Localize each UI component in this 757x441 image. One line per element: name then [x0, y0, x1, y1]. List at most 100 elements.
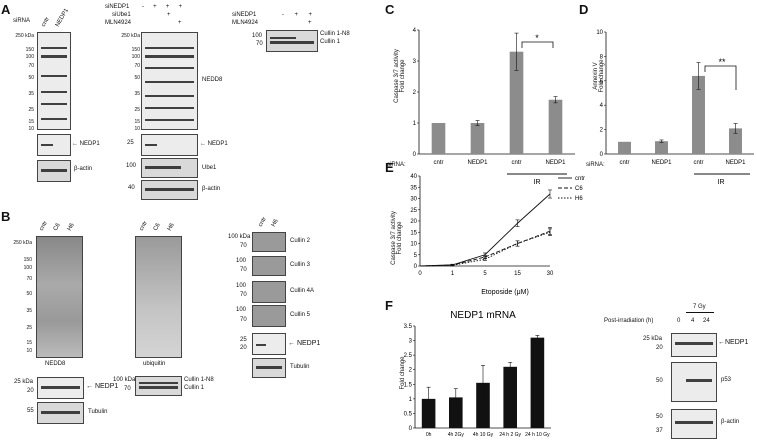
- dose-label: 7 Gy: [693, 304, 706, 310]
- blot-b-cullin1-lower: [135, 376, 182, 396]
- label-actin-a-left: β-actin: [74, 166, 93, 172]
- blot-f-p53: [671, 362, 717, 402]
- y-tick-label: 1.5: [404, 382, 413, 388]
- x-tick-label: NEDP1: [545, 160, 566, 166]
- y-tick-label: 8: [600, 54, 604, 60]
- y-tick-label: 2: [409, 368, 413, 374]
- sig-bracket-d: [704, 65, 737, 90]
- sign-siube1: +: [167, 12, 171, 18]
- sig-star-d: **: [718, 57, 726, 67]
- label-ubiquitin: ubiquitin: [143, 361, 166, 367]
- label-tubulin-b-right: Tubulin: [290, 364, 310, 370]
- row-mln4924: MLN4924: [105, 20, 132, 26]
- blot-b-ubiquitin: [135, 236, 182, 358]
- blot-a-nedd8-left: [37, 32, 71, 130]
- x-tick-label: 4h 10 Gy: [473, 432, 494, 438]
- chart-title-f: NEDP1 mRNA: [450, 310, 516, 321]
- panel-label-e: E: [385, 160, 394, 175]
- blot-b-tubulin-lower: [37, 402, 84, 424]
- y-tick-label: 3.5: [404, 324, 413, 330]
- blot-a-cullin1: [266, 30, 318, 52]
- bar: [503, 366, 517, 428]
- panel-label-d: D: [579, 2, 589, 17]
- y-tick-label: 4: [413, 28, 417, 34]
- signs-sinedp1: - + + +: [142, 4, 182, 10]
- ir-label-c: IR: [534, 179, 541, 186]
- y-tick-label: 0: [409, 426, 413, 432]
- label-cullin3: Cullin 3: [290, 262, 311, 268]
- label-nedd8-a: NEDD8: [202, 77, 223, 83]
- label-cullin1-n8-b: Cullin 1-N8: [184, 377, 214, 383]
- x-tick-label: 30: [547, 271, 554, 277]
- bar: [470, 123, 485, 154]
- panel-label-c: C: [385, 2, 395, 17]
- label-nedp1-a-left: ← NEDP1: [72, 141, 100, 147]
- series-line-H6: [419, 231, 551, 267]
- x-tick-label: NEDP1: [467, 160, 488, 166]
- blot-a-actin-left: [37, 160, 71, 182]
- label-ube1-a: Ube1: [202, 165, 217, 171]
- label-p53: p53: [721, 377, 732, 383]
- x-tick-label: 24 h 10 Gy: [525, 432, 550, 438]
- x-tick-label: 0h: [426, 432, 432, 438]
- label-cullin5: Cullin 5: [290, 312, 311, 318]
- y-tick-label: 2: [413, 90, 417, 96]
- y-tick-label: 35: [410, 185, 417, 191]
- chart-d: 0 2 4 6 8 10 cntr NEDP1 cntr NEDP1 IR **: [596, 30, 754, 186]
- bar: [655, 141, 668, 154]
- blot-a-nedd8-mid: [141, 32, 198, 130]
- y-tick-label: 40: [410, 174, 417, 180]
- y-tick-label: 1: [409, 397, 413, 403]
- lane-label: NEDP1: [54, 7, 71, 28]
- sig-star-c: *: [535, 33, 539, 43]
- bar: [476, 382, 490, 428]
- label-tubulin-b-lower: Tubulin: [88, 409, 108, 415]
- bar: [548, 99, 563, 154]
- panel-label-b: B: [1, 209, 11, 224]
- sirna-d: siRNA:: [586, 162, 605, 168]
- chart-c: 0 1 2 3 4 cntr NEDP1 cntr NEDP1 IR *: [413, 28, 575, 186]
- y-tick-label: 3: [409, 339, 413, 345]
- panel-label-f: F: [385, 298, 393, 313]
- x-tick-label: 24 h 2 Gy: [499, 432, 521, 438]
- blot-b-cullin3: [252, 256, 286, 276]
- sign-right-mln: +: [308, 20, 312, 26]
- x-tick-label: cntr: [433, 160, 443, 166]
- blot-a-nedp1-mid: [141, 134, 198, 156]
- sirna-label: siRNA: [13, 18, 31, 24]
- legend-label: H6: [575, 196, 583, 202]
- x-tick-label: 15: [514, 271, 521, 277]
- blot-b-cullin5: [252, 305, 286, 327]
- label-nedp1-b-lower: ← NEDP1: [86, 383, 119, 390]
- label-nedp1-b-right: ← NEDP1: [288, 340, 321, 347]
- label-cullin4a: Cullin 4A: [290, 288, 315, 294]
- bar: [421, 398, 436, 428]
- bar: [618, 141, 631, 154]
- y-tick-label: 30: [410, 197, 417, 203]
- y-tick-label: 10: [410, 242, 417, 248]
- bar: [449, 397, 463, 428]
- x-tick-label: 4h 2Gy: [448, 432, 465, 438]
- label-cullin1-n8: Cullin 1-N8: [320, 31, 350, 37]
- time-label: 4: [691, 318, 695, 324]
- dose-bar: [686, 312, 714, 313]
- blot-a-ube1: [141, 158, 198, 178]
- time-label: 0: [677, 318, 681, 324]
- panel-label-a: A: [1, 2, 11, 17]
- label-cullin2: Cullin 2: [290, 238, 311, 244]
- chart-f: NEDP1 mRNA 0 0.5 1 1.5 2 2.5 3 3.5 0h 4h 2Gy 4h 10…: [404, 310, 551, 438]
- legend-label: cntr: [575, 176, 585, 182]
- sign-mln: +: [178, 20, 182, 26]
- y-tick-label: 15: [410, 230, 417, 236]
- bar: [431, 123, 446, 154]
- y-tick-label: 0.5: [404, 411, 413, 417]
- bar: [692, 75, 705, 154]
- y-tick-label: 0: [413, 152, 417, 158]
- label-nedp1-a-mid: ← NEDP1: [200, 141, 228, 147]
- blot-f-nedp1: [671, 333, 717, 357]
- bar: [530, 337, 545, 428]
- y-tick-label: 0: [600, 152, 604, 158]
- blot-b-cullin4a: [252, 281, 286, 303]
- signs-right-sinedp1: - + +: [282, 12, 312, 18]
